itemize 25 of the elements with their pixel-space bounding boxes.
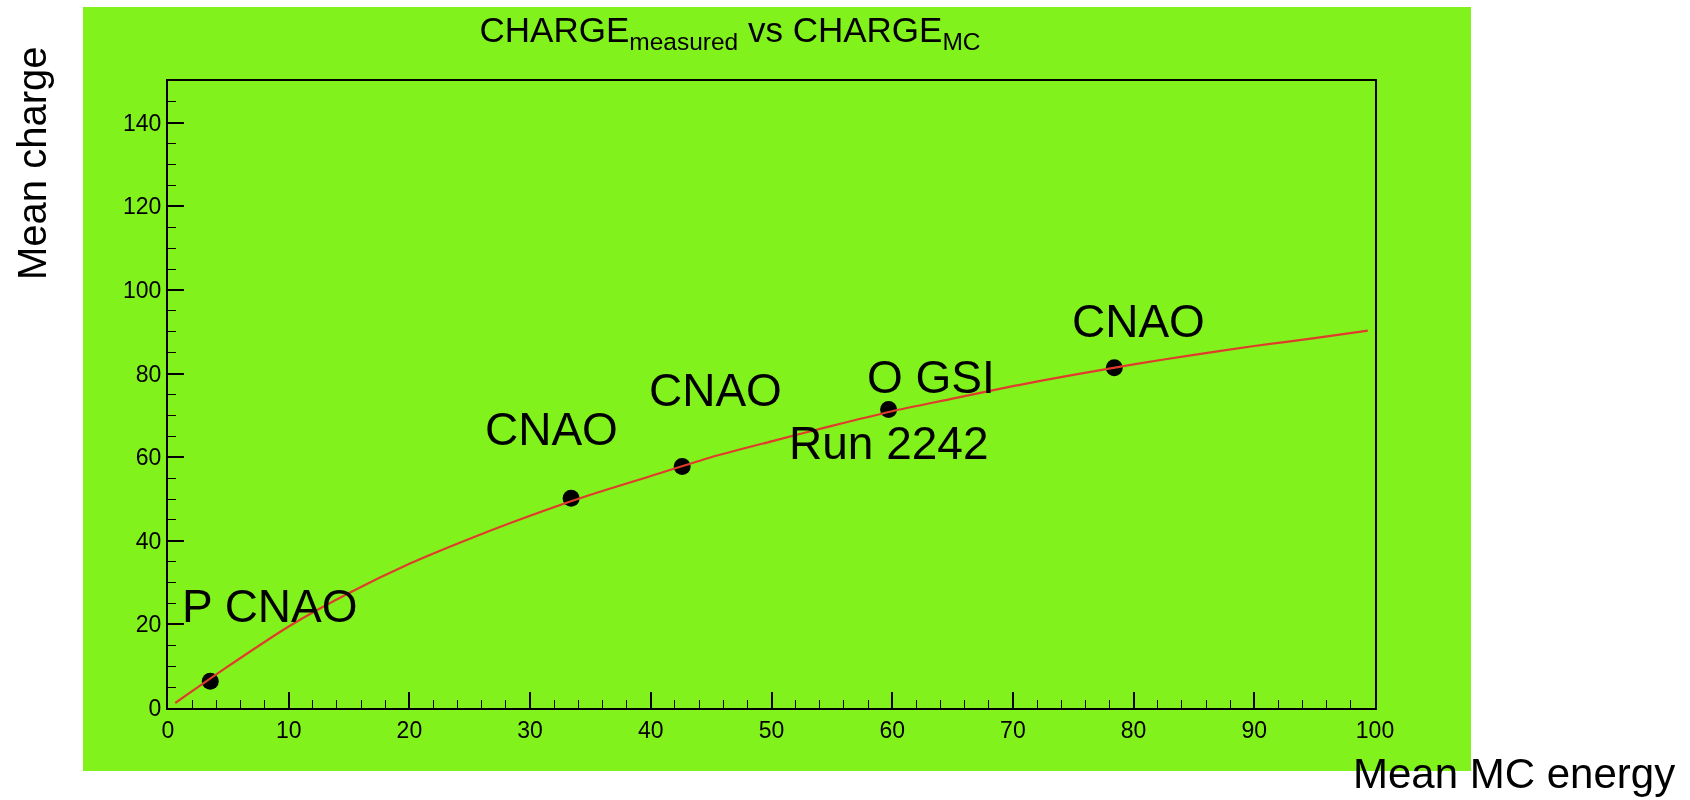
x-tick-label: 10 — [275, 716, 302, 743]
x-tick-label: 50 — [758, 716, 785, 743]
chart-title: CHARGE$_{measured}$ vs CHARGE$_{MC}$ — [479, 10, 981, 55]
x-tick-label: 40 — [638, 716, 664, 743]
y-tick-label: 140 — [123, 109, 162, 136]
y-tick-label: 80 — [135, 360, 162, 387]
x-tick-label: 90 — [1241, 716, 1268, 743]
y-tick-label: 100 — [123, 277, 162, 304]
y-tick-label: 60 — [135, 444, 162, 471]
annotation: CNAO — [649, 364, 782, 416]
y-tick-label: 40 — [135, 527, 162, 554]
annotation: Run 2242 — [789, 417, 989, 469]
y-axis-title: Mean charge — [10, 46, 54, 280]
y-tick-label: 120 — [123, 193, 162, 220]
annotation: CNAO — [485, 403, 618, 455]
x-tick-label: 60 — [879, 716, 905, 743]
y-tick-label: 20 — [135, 611, 162, 638]
x-tick-label: 20 — [396, 716, 423, 743]
x-tick-label: 70 — [1000, 716, 1026, 743]
x-tick-label: 30 — [517, 716, 543, 743]
y-tick-label: 0 — [148, 695, 162, 722]
x-tick-label: 100 — [1355, 716, 1395, 743]
annotation: O GSI — [867, 351, 995, 403]
x-tick-label: 80 — [1120, 716, 1147, 743]
annotation: CNAO — [1072, 295, 1205, 347]
